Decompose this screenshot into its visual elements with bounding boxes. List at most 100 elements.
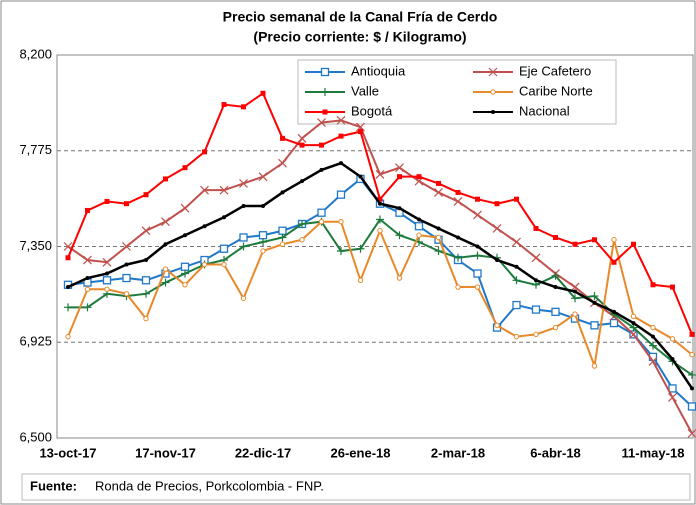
marker <box>531 253 541 263</box>
y-tick-label: 7,775 <box>19 142 52 157</box>
source: Ronda de Precios, Porkcolombia - FNP. <box>95 478 324 493</box>
marker <box>533 225 539 231</box>
y-tick-label: 6,500 <box>19 429 52 444</box>
marker <box>648 356 658 366</box>
marker <box>261 203 265 208</box>
marker <box>124 262 129 267</box>
marker <box>514 264 519 269</box>
marker <box>143 315 149 322</box>
marker <box>454 253 462 262</box>
legend-label: Caribe Norte <box>519 83 593 98</box>
marker <box>239 178 248 188</box>
marker <box>491 110 495 114</box>
marker <box>473 269 482 278</box>
marker <box>397 206 402 211</box>
marker <box>512 237 521 247</box>
source-box <box>21 473 691 501</box>
marker <box>278 233 287 242</box>
marker <box>241 203 246 208</box>
marker <box>689 331 695 337</box>
marker <box>180 262 190 271</box>
marker <box>338 133 344 139</box>
marker <box>631 321 636 326</box>
marker <box>434 247 443 256</box>
marker <box>66 285 70 290</box>
marker <box>300 179 304 184</box>
marker <box>102 257 112 267</box>
marker <box>85 276 90 281</box>
marker <box>687 402 696 411</box>
marker <box>321 88 329 96</box>
marker <box>612 309 616 314</box>
marker <box>553 234 558 240</box>
marker <box>514 196 519 202</box>
marker <box>278 226 287 235</box>
marker <box>377 196 383 202</box>
marker <box>297 133 307 143</box>
x-tick-label: 13-oct-17 <box>39 445 96 460</box>
marker <box>219 185 229 195</box>
marker <box>573 289 577 294</box>
marker <box>241 104 246 110</box>
legend-label: Valle <box>351 83 379 98</box>
marker <box>299 142 305 148</box>
marker <box>670 284 675 290</box>
marker <box>609 318 619 328</box>
marker <box>531 305 541 314</box>
marker <box>320 67 330 77</box>
marker <box>687 429 696 438</box>
marker <box>317 118 326 128</box>
legend-label: Bogotá <box>351 103 393 118</box>
marker <box>553 285 558 290</box>
marker <box>434 188 443 197</box>
marker <box>200 185 209 195</box>
marker <box>102 276 112 285</box>
marker <box>572 311 578 317</box>
marker <box>64 303 72 312</box>
marker <box>260 90 266 96</box>
marker <box>65 255 71 261</box>
marker <box>590 321 599 330</box>
marker <box>630 313 637 320</box>
y-tick-label: 7,350 <box>19 238 52 253</box>
marker <box>650 324 656 331</box>
marker <box>317 208 326 217</box>
marker <box>319 167 324 172</box>
marker <box>104 286 110 293</box>
marker <box>280 190 285 195</box>
marker <box>161 217 170 227</box>
marker <box>689 351 695 358</box>
marker <box>239 233 248 242</box>
marker <box>219 244 229 253</box>
marker <box>182 282 188 288</box>
marker <box>492 224 502 233</box>
marker <box>162 266 169 272</box>
chart-title: Precio semanal de la Canal Fría de Cerdo <box>223 9 498 25</box>
marker <box>357 277 364 283</box>
marker <box>124 201 129 207</box>
marker <box>512 276 521 285</box>
marker <box>376 215 384 224</box>
marker <box>259 237 267 246</box>
marker <box>181 269 189 278</box>
marker <box>83 255 92 265</box>
marker <box>221 102 227 108</box>
marker <box>143 192 149 198</box>
marker <box>144 258 148 263</box>
marker <box>669 336 676 342</box>
marker <box>84 286 91 293</box>
marker <box>142 289 150 298</box>
marker <box>688 370 696 379</box>
marker <box>690 386 694 391</box>
marker <box>258 172 268 182</box>
marker <box>182 165 188 171</box>
marker <box>123 291 130 297</box>
marker <box>163 242 168 247</box>
marker <box>473 210 482 220</box>
legend-label: Eje Cafetero <box>519 63 591 78</box>
y-tick-label: 8,200 <box>19 46 52 61</box>
marker <box>396 275 403 281</box>
marker <box>141 226 151 236</box>
marker <box>572 241 578 247</box>
marker <box>473 251 482 260</box>
